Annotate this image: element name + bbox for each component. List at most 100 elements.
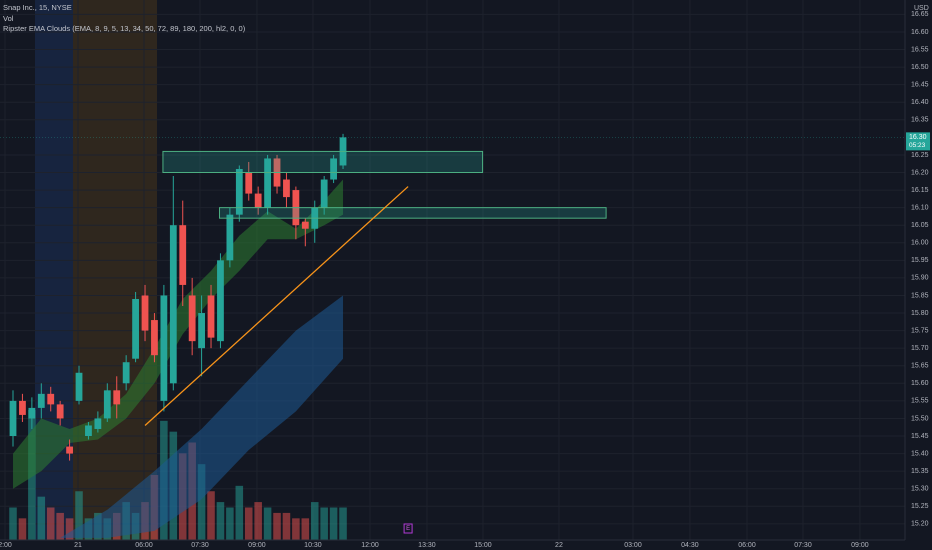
candle-body	[141, 295, 149, 331]
ema-cloud	[60, 295, 344, 538]
ema-cloud	[13, 179, 344, 489]
candle-body	[85, 425, 92, 437]
trend-line	[144, 186, 409, 426]
candle-body	[113, 390, 121, 405]
candle-body	[75, 372, 83, 401]
candle-body	[37, 393, 45, 408]
x-tick-label: 22	[555, 542, 563, 549]
y-tick-label: 16.40	[911, 99, 929, 106]
volume-bar	[216, 502, 225, 540]
candle-body	[151, 320, 158, 356]
volume-bar	[339, 507, 347, 540]
y-tick-label: 16.05	[911, 222, 929, 229]
volume-bar	[235, 485, 244, 540]
y-tick-label: 15.65	[911, 363, 929, 370]
volume-bar	[273, 512, 281, 540]
y-tick-label: 15.90	[911, 275, 929, 282]
x-tick-label: 09:00	[851, 542, 869, 549]
y-tick-label: 16.25	[911, 152, 929, 159]
y-tick-label: 16.10	[911, 204, 929, 211]
y-tick-label: 15.85	[911, 292, 929, 299]
volume-bar	[226, 507, 234, 540]
x-tick-label: 06:00	[738, 542, 756, 549]
y-tick-label: 15.20	[911, 521, 929, 528]
candle-body	[169, 225, 177, 384]
volume-bar	[197, 464, 206, 540]
last-price-badge	[906, 132, 930, 151]
candle-body	[188, 295, 196, 342]
y-tick-label: 15.30	[911, 486, 929, 493]
x-tick-label: 03:00	[624, 542, 642, 549]
earnings-marker	[403, 523, 413, 534]
y-tick-label: 16.50	[911, 64, 929, 71]
candle-body	[226, 214, 234, 261]
volume-bar	[329, 507, 338, 540]
candle-body	[66, 446, 73, 454]
currency: USD	[914, 5, 929, 12]
candle-body	[179, 225, 187, 285]
x-tick-label: 04:30	[681, 542, 699, 549]
y-tick-label: 16.00	[911, 240, 929, 247]
y-tick-label: 15.80	[911, 310, 929, 317]
volume-bar	[292, 518, 300, 540]
y-tick-label: 15.70	[911, 345, 929, 352]
volume-bar	[244, 507, 253, 540]
candle-body	[264, 158, 271, 208]
candle-body	[47, 393, 55, 405]
x-tick-label: 12:00	[361, 542, 379, 549]
y-tick-label: 16.65	[911, 11, 929, 18]
candle-body	[56, 404, 64, 419]
volume-bar	[254, 502, 262, 540]
volume-bar	[310, 502, 319, 540]
candle-body	[198, 313, 205, 349]
last-price-label: 16.30	[909, 134, 927, 141]
y-tick-label: 15.45	[911, 433, 929, 440]
candle-body	[94, 418, 102, 429]
y-tick-label: 15.25	[911, 503, 929, 510]
candle-body	[320, 179, 328, 208]
x-tick-label: 2:00	[0, 542, 12, 549]
x-tick-label: 07:30	[794, 542, 812, 549]
y-tick-label: 16.20	[911, 169, 929, 176]
volume-bar	[320, 507, 328, 540]
candle-body	[103, 390, 111, 419]
volume-bar	[282, 512, 291, 540]
volume-bar	[46, 507, 55, 540]
y-tick-label: 15.55	[911, 398, 929, 405]
y-tick-label: 16.55	[911, 46, 929, 53]
volume-bar	[75, 491, 83, 540]
x-tick-label: 21	[74, 542, 82, 549]
y-tick-label: 15.95	[911, 257, 929, 264]
y-tick-label: 15.40	[911, 450, 929, 457]
volume-label: Vol	[3, 14, 14, 23]
volume-bar	[9, 507, 17, 540]
earnings-label: E	[406, 526, 410, 532]
candle-body	[245, 172, 253, 194]
candle-body	[301, 221, 309, 229]
y-tick-label: 16.35	[911, 117, 929, 124]
price-axis	[905, 0, 932, 550]
volume-bar	[37, 496, 46, 540]
x-tick-label: 10:30	[304, 542, 322, 549]
candle-body	[122, 362, 130, 384]
volume-bar	[65, 518, 74, 540]
y-tick-label: 16.15	[911, 187, 929, 194]
volume-bar	[18, 518, 27, 540]
y-tick-label: 15.60	[911, 380, 929, 387]
candle-body	[132, 298, 139, 359]
candle-body	[254, 193, 262, 208]
y-tick-label: 15.35	[911, 468, 929, 475]
zone-box	[219, 207, 607, 219]
y-tick-label: 16.45	[911, 82, 929, 89]
candle-body	[28, 407, 36, 419]
volume-bar	[56, 512, 64, 540]
indicator-label: Ripster EMA Clouds (EMA, 8, 9, 5, 13, 34…	[3, 24, 246, 33]
volume-bar	[301, 518, 310, 540]
chart-title: Snap Inc., 15, NYSE	[3, 3, 72, 12]
session-shade	[73, 0, 157, 540]
y-tick-label: 15.75	[911, 327, 929, 334]
x-tick-label: 13:30	[418, 542, 436, 549]
countdown: 05:23	[909, 142, 926, 149]
